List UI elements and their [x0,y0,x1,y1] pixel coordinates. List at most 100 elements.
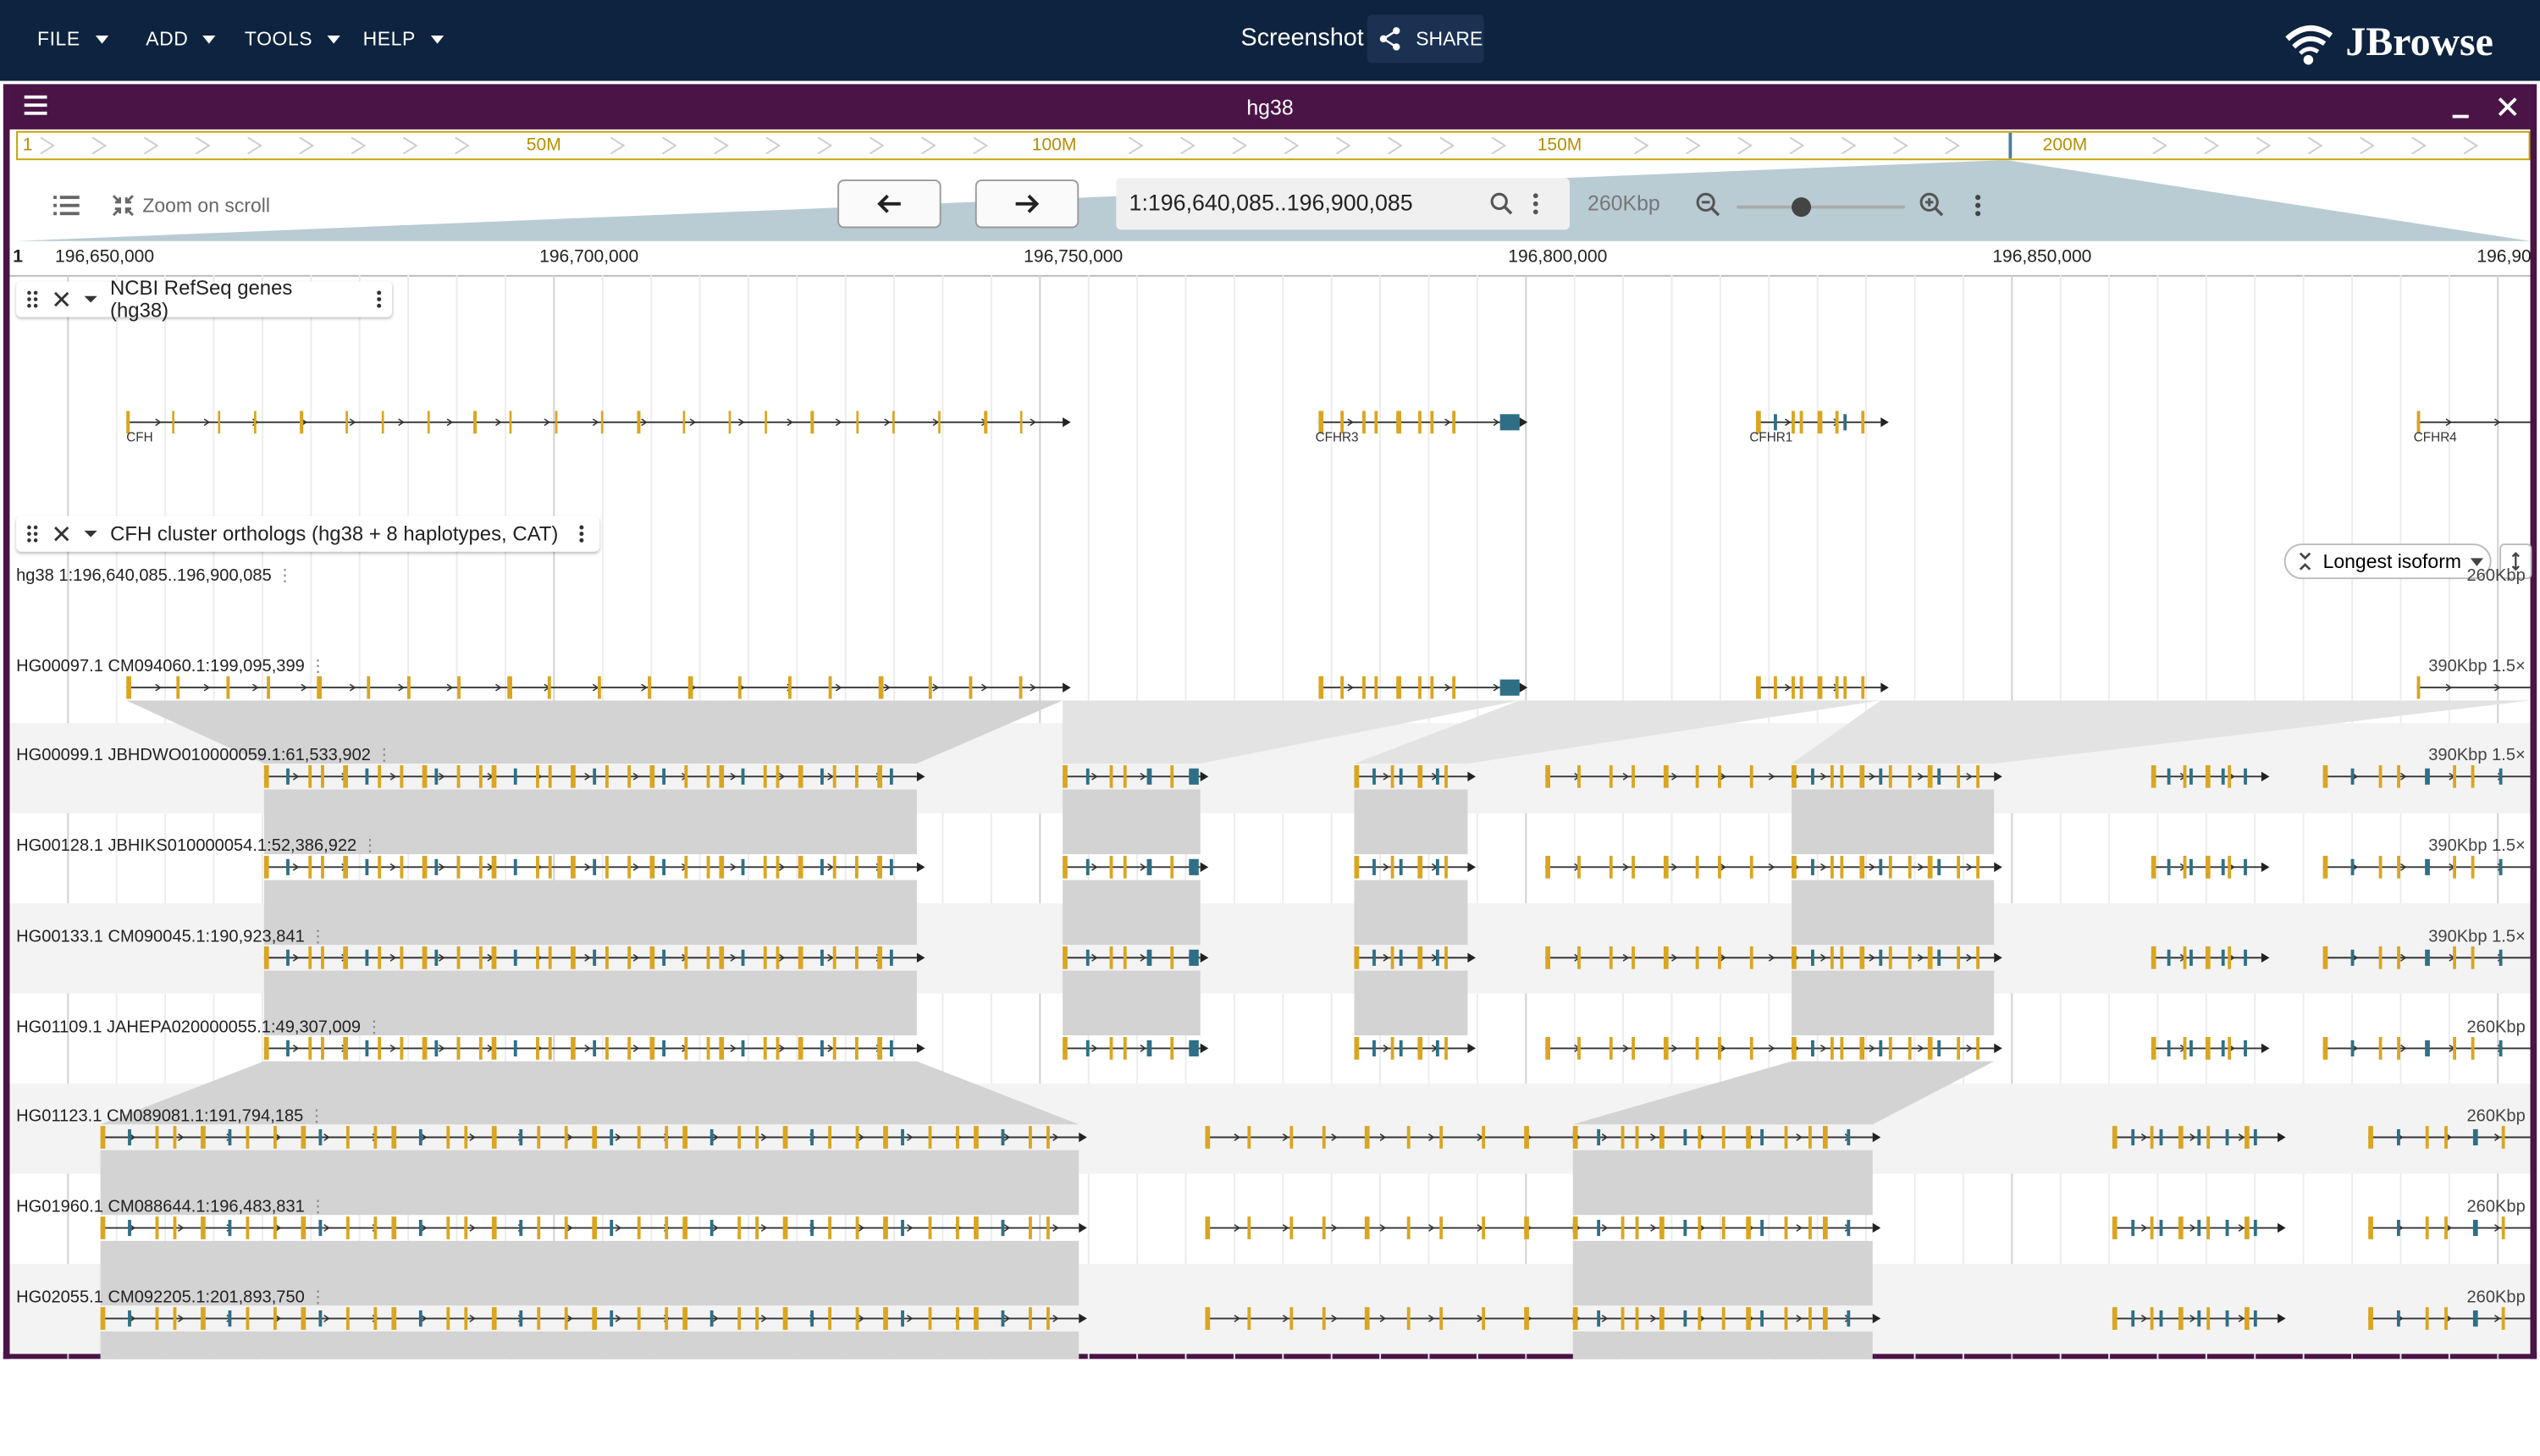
exon-coding-teal [2225,1219,2229,1237]
row-label-hg00099[interactable]: HG00099.1 JBHDWO010000059.1:61,533,902 ⋮ [16,746,393,765]
row-label-hg00133[interactable]: HG00133.1 CM090045.1:190,923,841 ⋮ [16,927,327,946]
exon-utr-yellow [2183,946,2187,969]
location-input[interactable]: 1:196,640,085..196,900,085 [1129,189,1413,216]
zoom-on-scroll-toggle[interactable]: Zoom on scroll [110,192,270,218]
row-menu-icon[interactable]: ⋮ [309,927,327,946]
exon-coding-teal [2159,1219,2163,1237]
kebab-icon[interactable] [1531,191,1540,218]
row-label-hg38[interactable]: hg38 1:196,640,085..196,900,085 ⋮ [16,566,293,586]
exon-utr-yellow [1808,1216,1812,1239]
row-label-hg02055[interactable]: HG02055.1 CM092205.1:201,893,750 ⋮ [16,1288,327,1307]
strand-arrow [1650,1133,1657,1141]
share-button[interactable]: SHARE [1367,14,1484,63]
strand-arrow [932,683,940,692]
synteny-band [1354,789,1468,855]
search-icon[interactable] [1488,191,1515,218]
exon-utr-yellow [1545,946,1550,969]
exon-coding-teal [434,1040,439,1056]
gene-end-arrow [1467,952,1476,963]
close-track-icon[interactable] [48,286,75,312]
exon-utr-yellow [2245,1216,2250,1239]
exon-utr-yellow [1792,764,1797,788]
collapse-icon [2297,552,2313,571]
pan-right-button[interactable] [975,179,1080,229]
drag-handle-icon[interactable] [19,286,46,312]
exon-utr-yellow [1718,855,1721,879]
exon-coding-teal [1683,1310,1687,1327]
row-label-hg01960[interactable]: HG01960.1 CM088644.1:196,483,831 ⋮ [16,1197,327,1216]
close-icon[interactable] [2496,96,2519,119]
exon-coding-teal [1189,949,1199,966]
exon-utr-yellow [810,411,814,434]
strand-arrow [1052,1224,1059,1232]
close-track-icon[interactable] [48,521,75,547]
strand-arrow [1622,772,1630,780]
hamburger-icon[interactable] [23,94,49,117]
drag-handle-icon[interactable] [19,521,46,547]
session-title[interactable]: Screenshot [1240,24,1364,52]
vertical-resize-button[interactable] [2499,543,2532,580]
help-menu[interactable]: HELP [363,27,444,50]
strand-arrow [323,1224,330,1232]
row-menu-icon[interactable]: ⋮ [375,746,393,765]
chevron-down-icon[interactable] [78,286,104,312]
gene-end-arrow [1994,771,2002,782]
isoform-select[interactable]: Longest isoform [2283,543,2492,580]
strand-arrow [592,418,599,427]
zoom-out-icon[interactable] [1694,191,1722,218]
row-label-hg01109[interactable]: HG01109.1 JAHEPA020000055.1:49,307,009 ⋮ [16,1018,383,1037]
exon-coding-teal [2350,949,2355,966]
exon-coding-teal [1372,768,1376,785]
track-selector-icon[interactable] [52,192,80,218]
exon-coding-teal [1435,768,1439,785]
row-menu-icon[interactable]: ⋮ [308,1106,326,1127]
row-menu-icon[interactable]: ⋮ [309,1288,327,1308]
gene-end-arrow [1200,862,1209,873]
chevron-down-icon[interactable] [78,521,104,547]
exon-utr-yellow [1524,1307,1529,1330]
pan-left-button[interactable] [837,179,941,229]
exon-utr-yellow [737,1307,742,1330]
exon-coding-teal [593,858,597,875]
coordinate-ruler[interactable]: 1 196,650,000 196,700,000 196,750,000 19… [9,243,2532,277]
row-label-hg00097[interactable]: HG00097.1 CM094060.1:199,095,399 ⋮ [16,657,327,676]
minimize-icon[interactable] [2449,97,2472,120]
kebab-icon[interactable] [568,521,594,547]
exon-utr-yellow [1396,411,1401,434]
strand-arrow [1493,683,1500,692]
synteny-band [1063,789,1201,855]
tools-menu[interactable]: TOOLS [245,27,340,50]
exon-utr-yellow [1746,1126,1751,1149]
synteny-band [1792,789,1995,855]
exon-coding-teal [365,768,369,785]
exon-utr-yellow [263,1037,269,1060]
kebab-icon[interactable] [366,286,392,312]
strand-arrow [730,772,737,780]
exon-utr-yellow [201,1216,206,1239]
zoom-in-icon[interactable] [1918,191,1946,218]
view-menu-kebab-icon[interactable] [1973,192,1982,218]
add-menu[interactable]: ADD [146,27,216,50]
strand-arrow [884,418,891,427]
row-menu-icon[interactable]: ⋮ [309,656,327,676]
exon-coding-teal [2396,1219,2400,1237]
file-menu[interactable]: FILE [37,27,108,50]
strand-arrow [274,1133,282,1141]
row-menu-icon[interactable]: ⋮ [276,565,294,586]
exon-coding-teal [286,768,290,785]
overview-scalebar[interactable]: 1 50M 100M 150M 200M [16,130,2531,161]
zoom-slider[interactable] [1737,196,1905,218]
exon-utr-yellow [1046,1126,1050,1149]
location-search-box[interactable]: 1:196,640,085..196,900,085 [1116,178,1570,230]
row-menu-icon[interactable]: ⋮ [365,1018,383,1038]
row-label-hg01123[interactable]: HG01123.1 CM089081.1:191,794,185 ⋮ [16,1106,325,1126]
strand-arrow [155,418,162,427]
row-menu-icon[interactable]: ⋮ [361,836,379,856]
row-menu-icon[interactable]: ⋮ [309,1197,327,1217]
strand-arrow [632,863,640,871]
row-label-hg00128[interactable]: HG00128.1 JBHIKS010000054.1:52,386,922 ⋮ [16,836,378,856]
gene-end-arrow [2261,1043,2270,1054]
exon-utr-yellow [1784,1126,1788,1149]
exon-utr-yellow [1577,855,1581,879]
zoom-slider-thumb[interactable] [1791,197,1811,218]
